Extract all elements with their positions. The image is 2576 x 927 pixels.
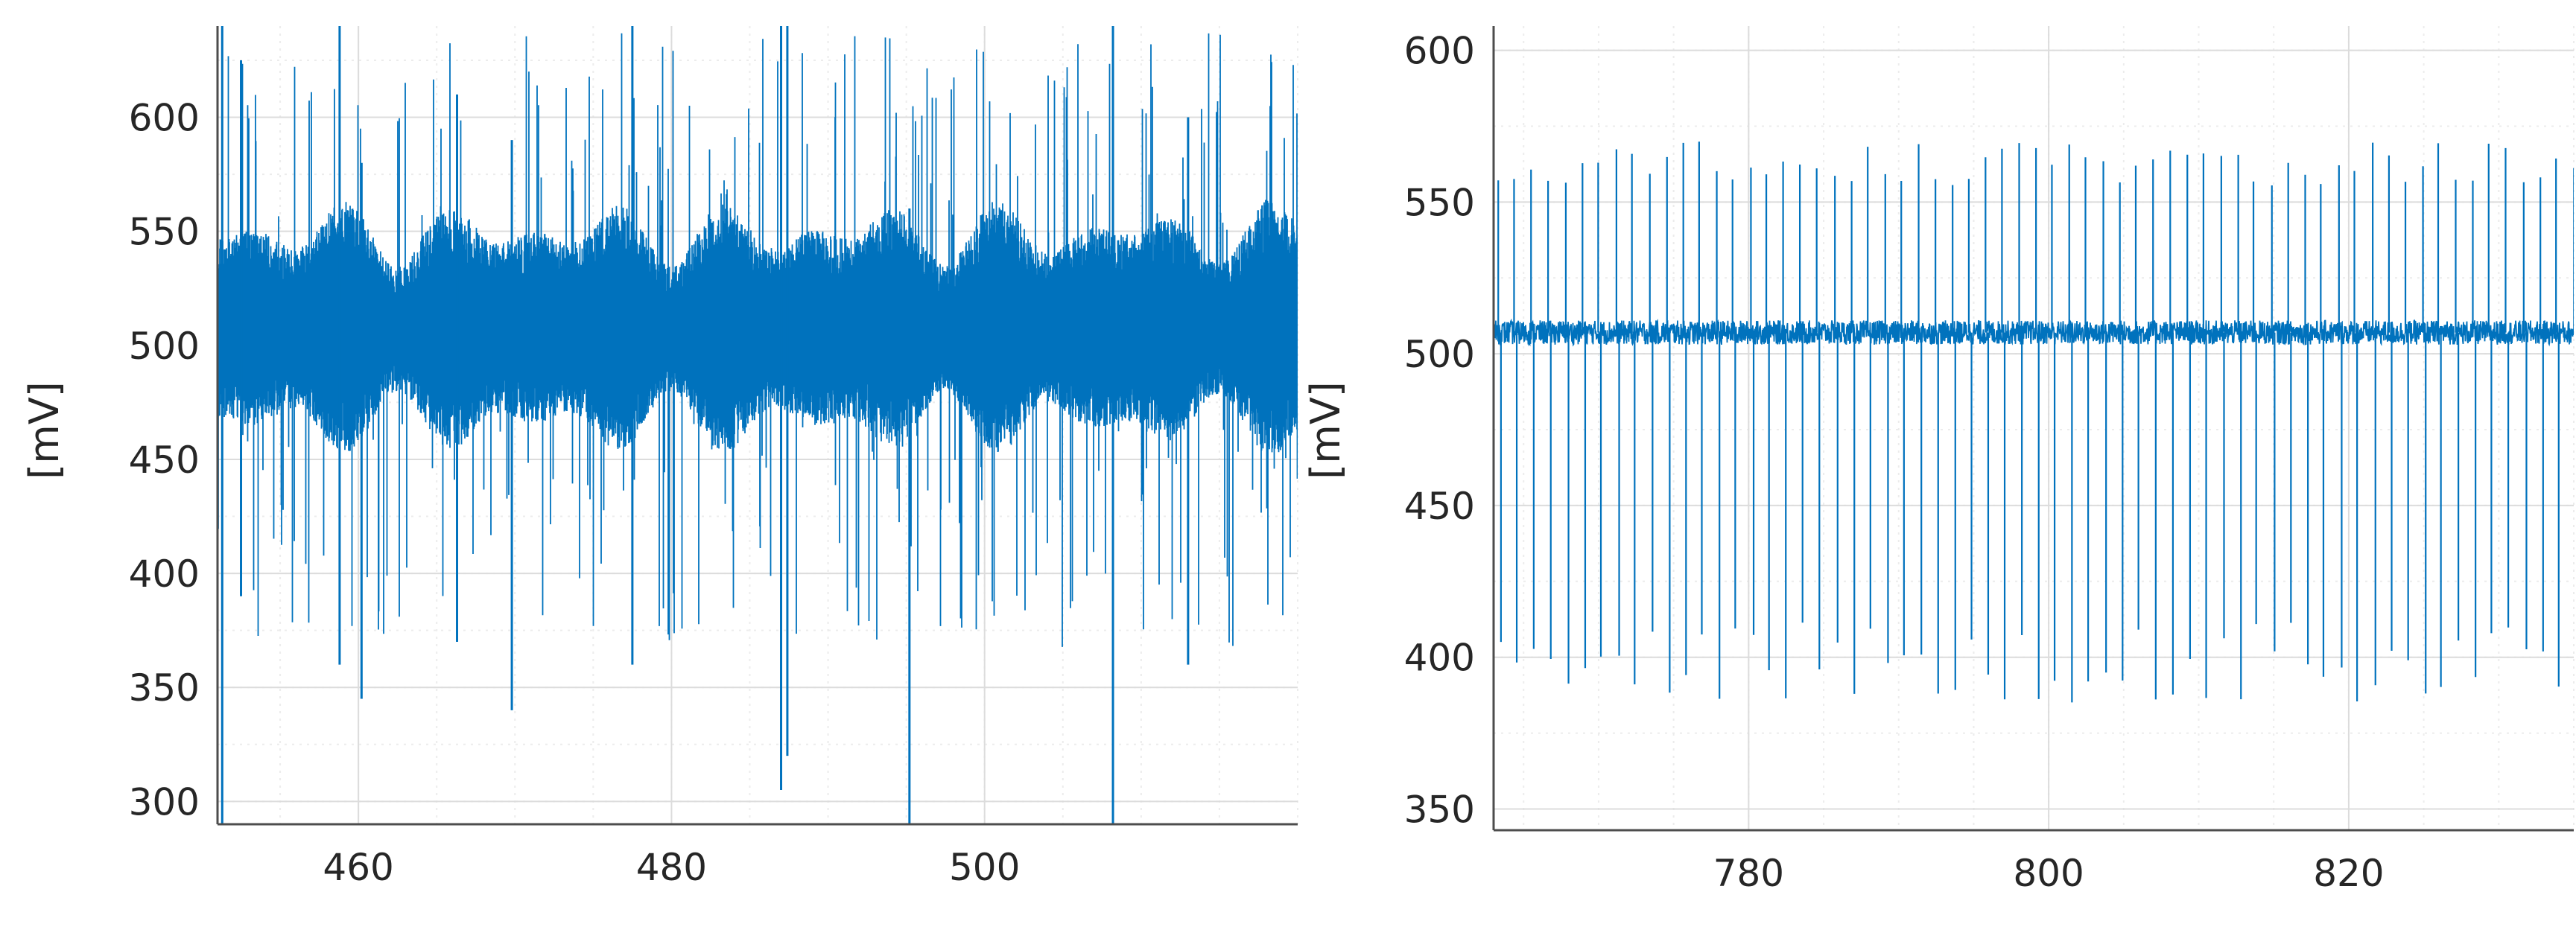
y-tick-label: 500	[129, 325, 200, 368]
left-y-axis-label: [mV]	[21, 381, 68, 480]
x-tick-label: 800	[2013, 852, 2084, 895]
right-y-axis-label: [mV]	[1302, 381, 1349, 480]
x-tick-label: 500	[949, 846, 1020, 889]
y-tick-label: 550	[1404, 181, 1475, 224]
y-tick-label: 400	[129, 552, 200, 596]
right-axes: 350 400 450 500 550 600 780 800 820	[1404, 26, 2574, 895]
right-signal-trace	[1494, 141, 2574, 703]
left-signal-trace	[218, 26, 1298, 824]
right-plot-background	[1494, 26, 2574, 830]
signal-baseline	[1494, 318, 2574, 347]
y-tick-label: 450	[1404, 485, 1475, 528]
x-tick-label: 480	[636, 846, 707, 889]
y-tick-label: 350	[1404, 788, 1475, 831]
y-tick-label: 500	[1404, 333, 1475, 376]
x-tick-label: 780	[1713, 852, 1784, 895]
y-tick-label: 600	[1404, 30, 1475, 73]
y-tick-label: 550	[129, 211, 200, 254]
left-signal-plot: 300 350 400 450 500 550 600 460 480 500 [mV]	[21, 26, 1298, 889]
left-axes: 300 350 400 450 500 550 600 460 480 500	[129, 26, 1298, 889]
y-tick-label: 400	[1404, 637, 1475, 680]
x-tick-label: 460	[323, 846, 393, 889]
y-tick-label: 450	[129, 439, 200, 482]
y-tick-label: 300	[129, 780, 200, 824]
x-tick-label: 820	[2313, 852, 2384, 895]
right-signal-plot: 350 400 450 500 550 600 780 800 820 [mV]	[1302, 26, 2575, 895]
right-grid	[1494, 26, 2575, 830]
y-tick-label: 350	[129, 666, 200, 710]
left-grid	[218, 26, 1298, 824]
left-plot-background	[218, 26, 1298, 824]
y-tick-label: 600	[129, 97, 200, 140]
